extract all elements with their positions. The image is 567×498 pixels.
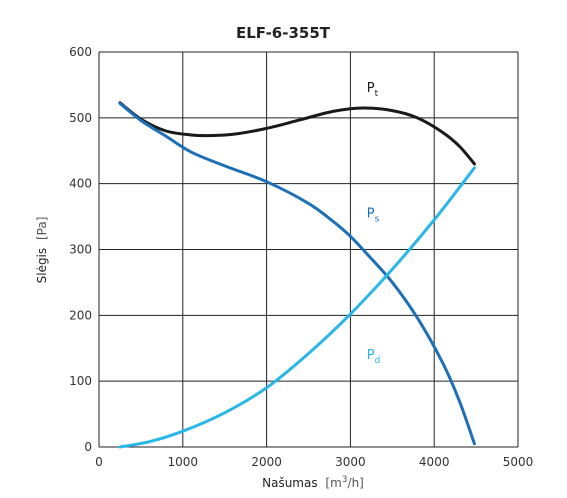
series-line-Pd [118, 166, 476, 449]
y-tick-label: 500 [69, 111, 92, 125]
series-label-Pt: Pt [367, 81, 379, 99]
series-line-Pt [118, 101, 476, 166]
x-tick-label: 0 [95, 455, 103, 469]
series-label-sub: t [375, 89, 379, 99]
series-line-Ps [118, 101, 476, 446]
x-axis-label-text: Našumas [262, 476, 317, 490]
chart-title: ELF-6-355T [236, 24, 331, 42]
x-axis-unit-sup: 3 [342, 475, 348, 485]
y-tick-label: 600 [69, 45, 92, 59]
x-tick-label: 3000 [335, 455, 366, 469]
y-tick-label: 300 [69, 243, 92, 257]
y-axis-unit: [Pa] [35, 217, 49, 240]
series-label-base: P [367, 81, 375, 96]
x-axis-unit-pre: [m [325, 476, 341, 490]
y-tick-label: 400 [69, 177, 92, 191]
series-lines [118, 101, 476, 449]
y-axis-label-text: Slėgis [35, 248, 49, 284]
x-tick-label: 5000 [503, 455, 534, 469]
grid [98, 51, 519, 448]
x-axis-label: Našumas [m3/h] [262, 475, 364, 490]
series-label-base: P [367, 206, 375, 221]
series-label-base: P [367, 348, 375, 363]
series-label-Ps: Ps [367, 206, 380, 224]
x-tick-label: 4000 [419, 455, 450, 469]
y-tick-label: 200 [69, 308, 92, 322]
x-tick-label: 1000 [168, 455, 199, 469]
y-tick-labels: 0 100 200 300 400 500 600 [69, 45, 92, 454]
series-label-sub: d [375, 356, 381, 366]
x-tick-labels: 0 1000 2000 3000 4000 5000 [95, 455, 533, 469]
y-tick-label: 100 [69, 374, 92, 388]
x-axis-unit-post: /h] [348, 476, 364, 490]
x-tick-label: 2000 [251, 455, 282, 469]
series-label-sub: s [375, 214, 380, 224]
y-tick-label: 0 [84, 440, 92, 454]
series-label-Pd: Pd [367, 348, 381, 366]
y-axis-label: Slėgis [Pa] [35, 217, 49, 284]
